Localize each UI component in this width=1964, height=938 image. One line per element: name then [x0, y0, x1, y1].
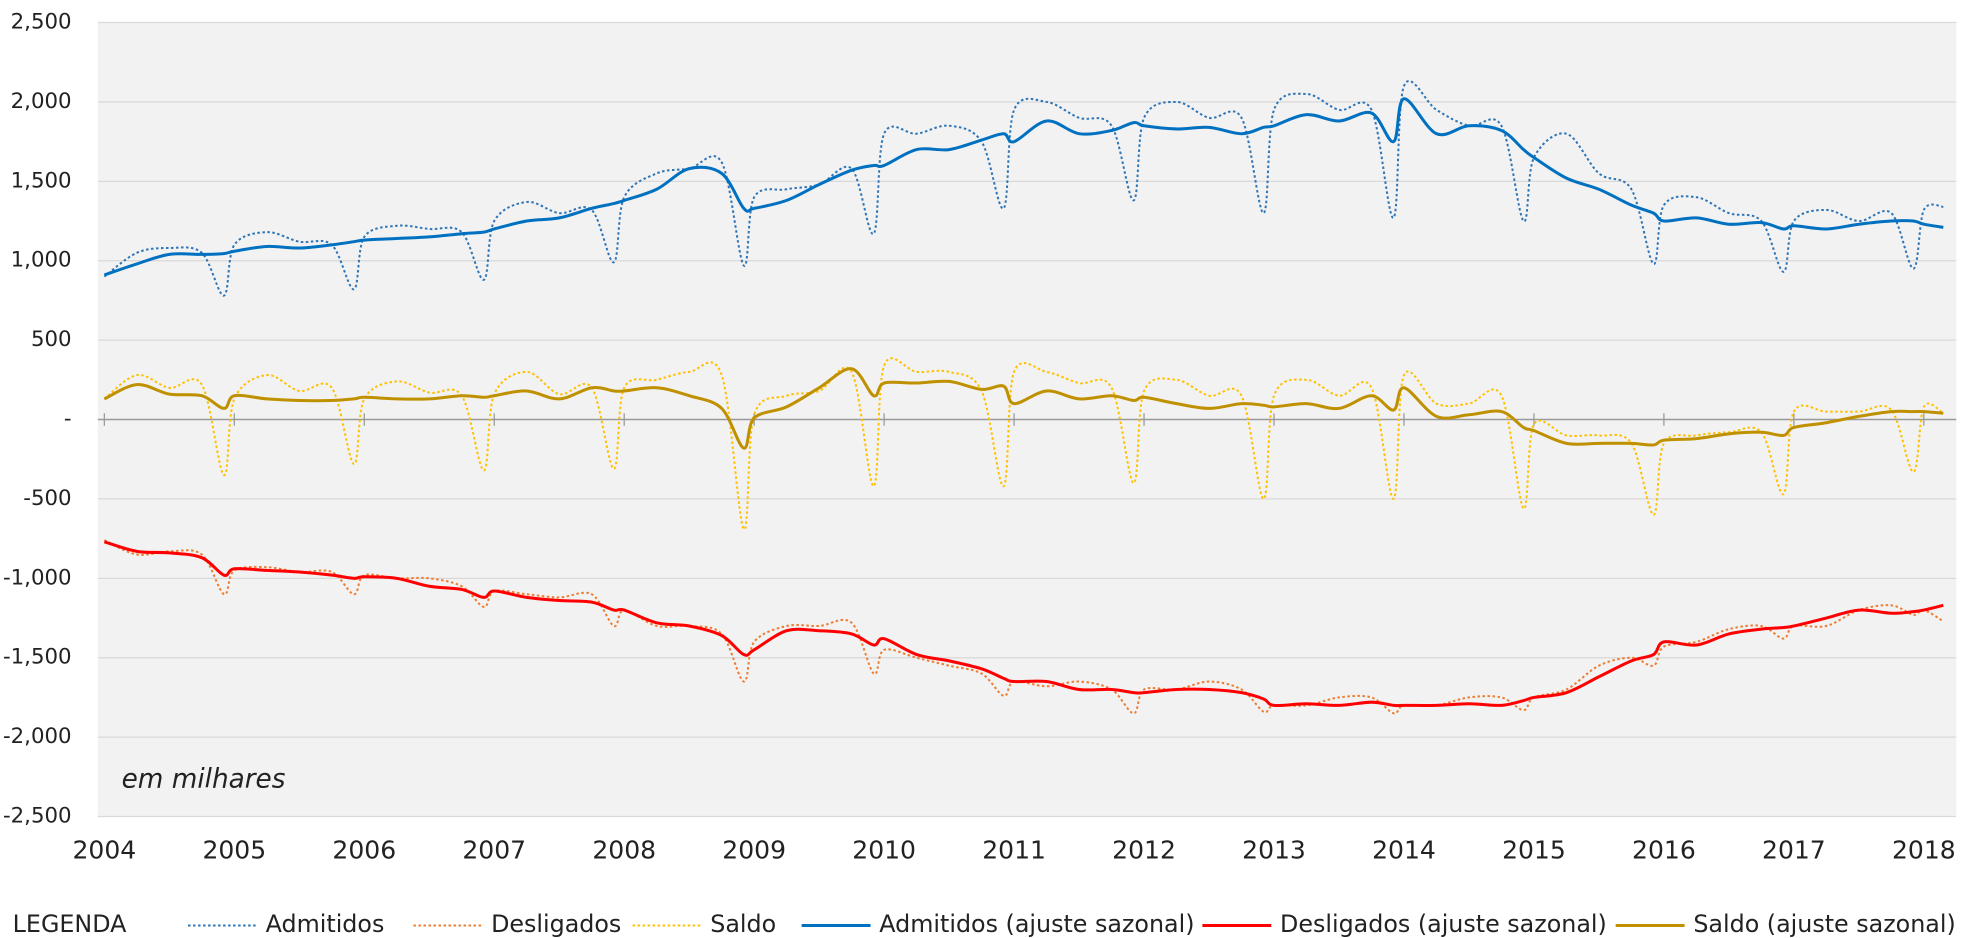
y-tick-label: 1,000: [11, 248, 72, 273]
y-tick-label: -: [64, 407, 72, 432]
y-tick-label: 2,500: [11, 10, 72, 35]
x-tick-label: 2014: [1372, 836, 1436, 865]
x-tick-label: 2009: [722, 836, 786, 865]
x-tick-label: 2015: [1502, 836, 1566, 865]
series-line: [103, 357, 1944, 531]
x-tick-label: 2005: [202, 836, 266, 865]
x-tick-label: 2012: [1112, 836, 1176, 865]
y-tick-label: -1,000: [3, 565, 72, 590]
x-tick-label: 2017: [1762, 836, 1826, 865]
legend-label: Desligados: [491, 910, 621, 938]
y-tick-label: -1,500: [3, 645, 72, 670]
x-tick-label: 2004: [72, 836, 136, 865]
y-tick-label: -2,000: [3, 724, 72, 749]
y-tick-label: -2,500: [3, 804, 72, 829]
series-line: [103, 539, 1944, 715]
series-line: [103, 80, 1944, 297]
x-tick-label: 2011: [982, 836, 1046, 865]
legend-label: Admitidos: [266, 910, 385, 938]
y-tick-label: -500: [23, 486, 71, 511]
series-line: [103, 367, 1944, 450]
x-tick-label: 2016: [1632, 836, 1696, 865]
series-line: [103, 97, 1944, 277]
y-tick-label: 1,500: [11, 168, 72, 193]
annotation: em milhares: [122, 765, 286, 795]
x-tick-label: 2008: [592, 836, 656, 865]
x-tick-label: 2010: [852, 836, 916, 865]
legend-label: Saldo (ajuste sazonal): [1693, 910, 1955, 938]
x-tick-label: 2007: [462, 836, 526, 865]
x-tick-label: 2006: [332, 836, 396, 865]
x-tick-label: 2018: [1892, 836, 1956, 865]
y-tick-label: 500: [31, 327, 72, 352]
legend-title: LEGENDA: [13, 910, 127, 938]
legend-label: Admitidos (ajuste sazonal): [879, 910, 1194, 938]
legend-label: Saldo: [710, 910, 776, 938]
series-line: [103, 540, 1944, 708]
x-tick-label: 2013: [1242, 836, 1306, 865]
y-tick-label: 2,000: [11, 89, 72, 114]
legend-label: Desligados (ajuste sazonal): [1280, 910, 1607, 938]
